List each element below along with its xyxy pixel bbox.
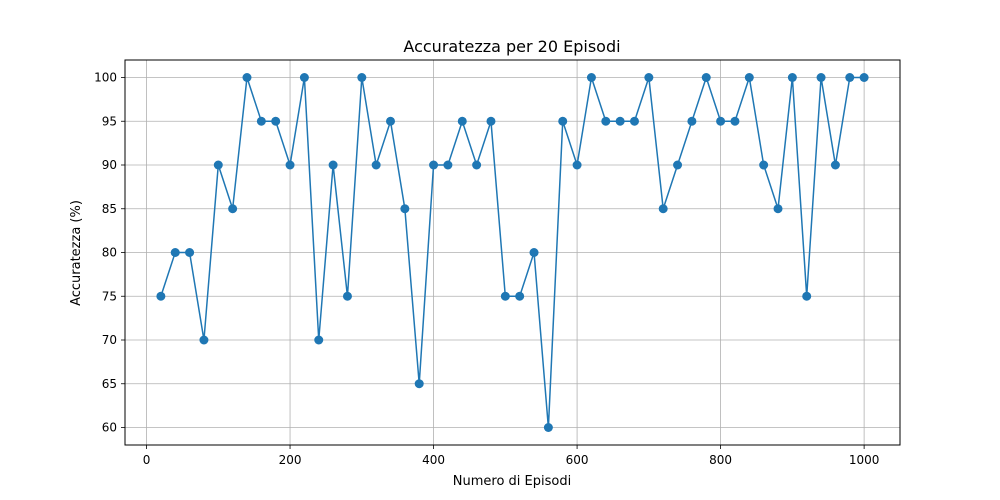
data-point [586, 73, 596, 82]
data-point [716, 116, 726, 126]
data-point [759, 160, 769, 170]
axis-ticks: 0 200 400 600 800 1000 60 65 70 75 80 85 90 95 100 [94, 71, 879, 468]
x-tick-label: 200 [279, 453, 302, 467]
data-point [730, 116, 740, 126]
data-point [859, 73, 869, 82]
data-point [744, 73, 754, 82]
data-point [256, 116, 266, 126]
data-point [199, 335, 209, 345]
data-point [500, 291, 510, 301]
data-point [443, 160, 453, 170]
data-point [386, 116, 396, 126]
x-tick-label: 0 [143, 453, 151, 467]
y-tick-label: 75 [102, 289, 117, 303]
y-tick-label: 90 [102, 158, 117, 172]
data-point [429, 160, 439, 170]
data-point [515, 291, 525, 301]
data-point [486, 116, 496, 126]
data-point [687, 116, 697, 126]
data-point [673, 160, 683, 170]
data-point [156, 291, 166, 301]
data-point [658, 204, 668, 214]
data-point [170, 248, 180, 257]
data-point [328, 160, 338, 170]
data-point [644, 73, 654, 82]
data-point [543, 423, 553, 432]
x-axis-title: Numero di Episodi [453, 474, 571, 489]
data-point [558, 116, 568, 126]
y-tick-label: 95 [102, 114, 117, 128]
data-point [185, 248, 195, 257]
data-point [472, 160, 482, 170]
data-point [357, 73, 367, 82]
y-tick-label: 60 [102, 421, 117, 435]
data-point [701, 73, 711, 82]
x-tick-label: 1000 [849, 453, 880, 467]
data-point [572, 160, 582, 170]
data-point [371, 160, 381, 170]
data-point [314, 335, 324, 345]
data-point [529, 248, 539, 257]
data-point [457, 116, 467, 126]
data-point [285, 160, 295, 170]
x-tick-label: 400 [422, 453, 445, 467]
data-point [242, 73, 252, 82]
data-point [845, 73, 855, 82]
data-point [213, 160, 223, 170]
data-point [601, 116, 611, 126]
x-tick-label: 600 [566, 453, 589, 467]
data-point [773, 204, 783, 214]
data-point [830, 160, 840, 170]
data-point [299, 73, 309, 82]
data-point [629, 116, 639, 126]
y-axis-title: Accuratezza (%) [69, 200, 84, 306]
data-point [228, 204, 238, 214]
series-layer [156, 73, 869, 432]
x-tick-label: 800 [709, 453, 732, 467]
y-tick-label: 70 [102, 333, 117, 347]
accuracy-series-line [160, 75, 865, 428]
data-point [400, 204, 410, 214]
data-point [615, 116, 625, 126]
data-point [787, 73, 797, 82]
data-point [271, 116, 281, 126]
y-tick-label: 85 [102, 202, 117, 216]
y-tick-label: 100 [94, 71, 117, 85]
data-point [342, 291, 352, 301]
chart-title: Accuratezza per 20 Episodi [403, 37, 620, 56]
y-tick-label: 65 [102, 377, 117, 391]
data-point [802, 291, 812, 301]
y-tick-label: 80 [102, 246, 117, 260]
data-point [816, 73, 826, 82]
data-point [414, 379, 424, 389]
